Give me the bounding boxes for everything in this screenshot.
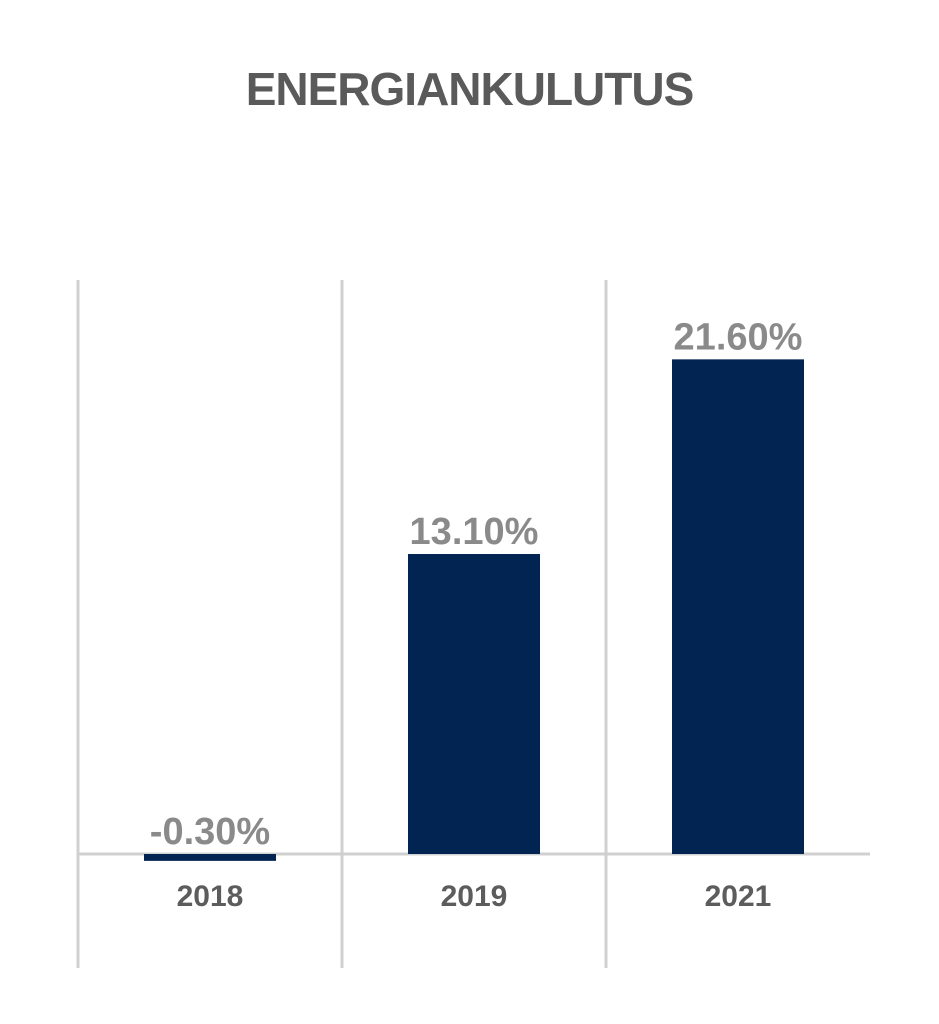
value-labels: -0.30% 13.10% 21.60% [150, 316, 803, 853]
bar-2021 [672, 359, 804, 854]
chart-title: ENERGIANKULUTUS [245, 63, 695, 115]
bar-2019 [408, 554, 540, 854]
value-label-2019: 13.10% [410, 511, 539, 553]
value-label-2018: -0.30% [150, 811, 270, 853]
x-tick-labels: 2018 2019 2021 [177, 880, 772, 913]
x-tick-2021: 2021 [705, 880, 772, 913]
value-label-2021: 21.60% [674, 316, 803, 358]
x-tick-2018: 2018 [177, 880, 244, 913]
bar-2018 [144, 854, 276, 861]
x-tick-2019: 2019 [441, 880, 508, 913]
bars [144, 359, 804, 861]
